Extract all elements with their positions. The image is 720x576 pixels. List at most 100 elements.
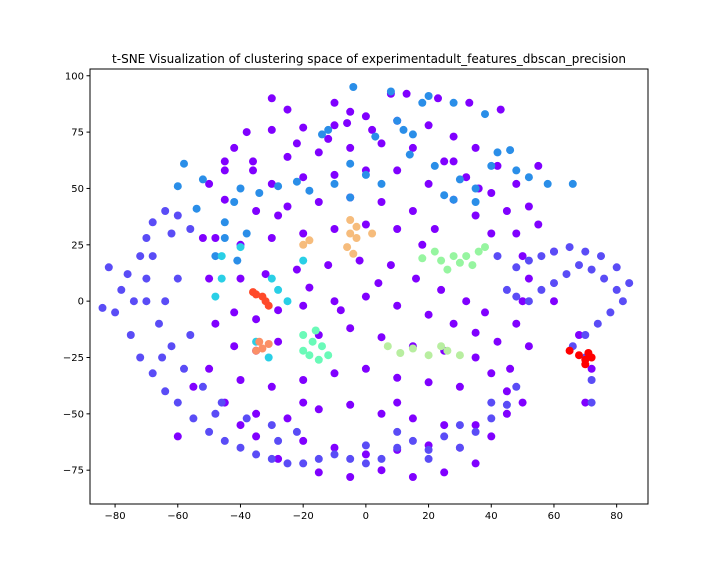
x-tick-label: 0 [363,511,369,522]
scatter-point [336,306,345,315]
x-tick-label: −60 [167,511,188,522]
y-tick-label: 25 [71,240,84,251]
scatter-point [267,382,276,391]
scatter-point [550,247,558,256]
scatter-point [502,387,511,396]
scatter-point [524,297,533,306]
scatter-point [352,234,361,242]
scatter-point [330,121,339,130]
scatter-point [330,225,339,233]
scatter-point [205,274,214,283]
scatter-point [618,297,627,306]
scatter-point [292,265,301,274]
scatter-point [625,279,634,288]
scatter-point [220,157,229,166]
scatter-point [274,337,283,346]
scatter-point [487,161,496,170]
scatter-point [252,432,261,441]
scatter-point [424,445,433,454]
scatter-point [230,198,239,206]
scatter-point [233,256,242,265]
scatter-point [377,409,386,418]
scatter-point [186,225,195,233]
scatter-point [587,364,596,373]
scatter-point [502,409,511,418]
scatter-point [267,234,276,242]
scatter-point [236,243,245,252]
scatter-point [418,240,427,249]
scatter-point [383,342,392,351]
scatter-point [211,234,220,242]
scatter-point [471,328,480,337]
scatter-point [330,369,339,378]
scatter-point [211,409,220,418]
scatter-point [506,146,515,155]
scatter-point [496,105,505,114]
scatter-point [393,166,402,175]
scatter-point [267,94,276,103]
y-tick-label: −25 [63,353,84,364]
scatter-point [424,351,433,360]
scatter-point [258,344,267,353]
scatter-point [412,274,420,283]
scatter-point [267,125,276,134]
x-tick-label: −80 [105,511,126,522]
scatter-point [449,195,458,204]
scatter-point [361,112,370,121]
scatter-point [449,319,458,328]
scatter-point [408,130,417,139]
scatter-point [443,265,452,274]
scatter-point [524,256,533,265]
scatter-point [142,297,151,306]
scatter-point [136,353,145,362]
scatter-point [330,179,339,188]
scatter-point [236,376,245,384]
scatter-point [449,98,458,107]
scatter-point [186,331,195,339]
scatter-point [424,454,433,463]
scatter-point [173,274,182,283]
scatter-point [537,252,546,261]
scatter-point [167,342,176,351]
scatter-point [487,398,496,407]
scatter-point [374,279,383,288]
scatter-point [236,184,245,193]
scatter-point [408,414,417,423]
scatter-point [161,387,170,396]
scatter-point [242,229,251,238]
y-tick-label: −75 [63,466,84,477]
scatter-point [148,369,157,378]
x-tick-label: 60 [548,511,561,522]
scatter-point [440,468,449,477]
y-tick-label: −50 [63,409,84,420]
scatter-point [424,121,433,130]
scatter-point [612,285,621,294]
scatter-point [593,319,602,328]
scatter-point [361,364,370,373]
scatter-point [236,421,245,430]
scatter-point [434,94,442,103]
scatter-point [543,179,552,188]
scatter-point [455,382,464,391]
scatter-point [430,225,439,233]
scatter-point [405,150,414,159]
scatter-point [361,220,370,229]
scatter-point [161,207,170,215]
scatter-point [264,353,273,362]
scatter-point [173,432,182,441]
scatter-point [299,256,308,265]
scatter-point [587,398,596,407]
scatter-point [299,331,308,339]
scatter-point [361,441,370,450]
scatter-point [98,303,107,312]
scatter-point [506,364,515,373]
scatter-point [198,382,207,391]
scatter-point [198,234,207,242]
y-tick-label: 100 [65,71,84,82]
scatter-point [502,400,511,409]
scatter-point [343,243,352,252]
scatter-point [346,143,355,152]
scatter-point [440,191,449,200]
scatter-point [550,279,558,288]
scatter-point [305,283,314,292]
